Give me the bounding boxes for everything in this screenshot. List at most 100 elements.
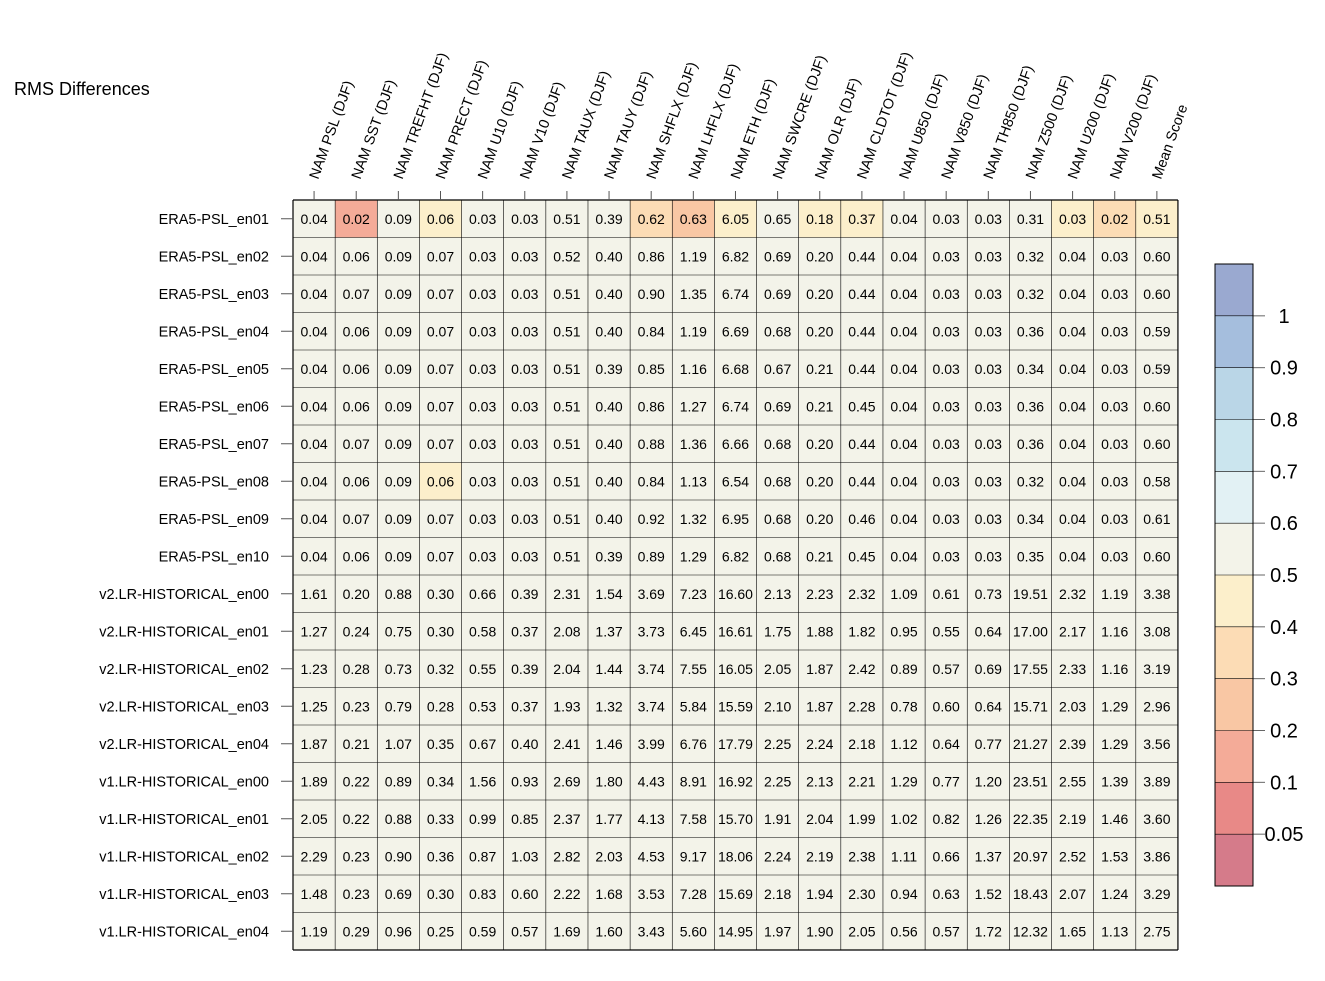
column-labels: NAM PSL (DJF)NAM SST (DJF)NAM TREFHT (DJ… — [307, 50, 1191, 200]
colorbar-segment — [1215, 678, 1253, 731]
heatmap-cell — [630, 200, 673, 238]
cell-value: 0.46 — [848, 511, 875, 527]
heatmap-cell — [1135, 462, 1178, 500]
cell-value: 0.66 — [469, 586, 496, 602]
heatmap-cell — [798, 762, 841, 800]
heatmap-cell — [714, 725, 757, 763]
cell-value: 0.03 — [975, 398, 1002, 414]
heatmap-cell — [967, 462, 1010, 500]
cell-value: 0.25 — [427, 923, 454, 939]
cell-value: 0.04 — [300, 548, 327, 564]
heatmap-cell — [335, 500, 378, 538]
cell-value: 3.43 — [638, 923, 665, 939]
colorbar-segment — [1215, 523, 1253, 575]
heatmap-cell — [798, 575, 841, 613]
heatmap-cell — [1051, 237, 1094, 275]
heatmap-cell — [925, 725, 968, 763]
cell-value: 3.73 — [638, 623, 665, 639]
heatmap-cell — [714, 875, 757, 913]
heatmap-cell — [672, 762, 715, 800]
cell-value: 2.13 — [806, 773, 833, 789]
cell-value: 2.52 — [1059, 848, 1086, 864]
cell-value: 1.93 — [553, 698, 580, 714]
column-label: NAM U10 (DJF) — [475, 79, 525, 181]
heatmap-cell — [882, 725, 926, 763]
cell-value: 0.57 — [933, 661, 960, 677]
heatmap-cell — [377, 350, 420, 388]
cell-value: 0.73 — [385, 661, 412, 677]
cell-value: 0.04 — [890, 361, 917, 377]
heatmap-cell — [587, 725, 631, 763]
cell-value: 0.09 — [385, 473, 412, 489]
heatmap-cell — [587, 387, 631, 425]
cell-value: 1.54 — [595, 586, 622, 602]
cell-value: 2.05 — [764, 661, 791, 677]
heatmap-cell — [714, 350, 757, 388]
heatmap-cell — [1051, 275, 1094, 313]
cell-value: 3.29 — [1143, 886, 1170, 902]
heatmap-cell — [1009, 537, 1052, 575]
heatmap-cell — [587, 462, 631, 500]
column-label: NAM OLR (DJF) — [812, 76, 863, 181]
heatmap-cell — [756, 500, 799, 538]
heatmap-cell — [756, 387, 799, 425]
colorbar-segment — [1215, 471, 1253, 524]
heatmap-cell — [587, 237, 631, 275]
cell-value: 7.58 — [680, 811, 707, 827]
heatmap-cell — [714, 837, 757, 875]
heatmap-cell — [377, 725, 420, 763]
cell-value: 6.76 — [680, 736, 707, 752]
heatmap-cell — [630, 612, 673, 650]
heatmap-cell — [714, 500, 757, 538]
heatmap-cell — [1009, 312, 1052, 350]
heatmap-cell — [377, 200, 420, 238]
heatmap-cell — [503, 387, 546, 425]
heatmap-cell — [1051, 350, 1094, 388]
cell-value: 0.84 — [638, 323, 665, 339]
cell-value: 7.55 — [680, 661, 707, 677]
heatmap-cell — [587, 837, 631, 875]
heatmap-cell — [1135, 537, 1178, 575]
heatmap-cell — [461, 237, 504, 275]
row-labels: ERA5-PSL_en01 ERA5-PSL_en02 ERA5-PSL_en03 E… — [99, 212, 293, 940]
cell-value: 12.32 — [1013, 923, 1048, 939]
row-label: v2.LR-HISTORICAL_en01 — [99, 624, 269, 640]
cell-value: 0.03 — [933, 548, 960, 564]
cell-value: 0.04 — [300, 248, 327, 264]
heatmap-cell — [925, 237, 968, 275]
heatmap-cell — [672, 237, 715, 275]
colorbar-tick-label: 0.8 — [1270, 410, 1298, 432]
cell-value: 0.39 — [595, 211, 622, 227]
cell-value: 0.69 — [764, 248, 791, 264]
heatmap-cell — [545, 837, 588, 875]
heatmap-cell — [798, 837, 841, 875]
cell-value: 0.37 — [848, 211, 875, 227]
cell-value: 0.03 — [1101, 361, 1128, 377]
cell-value: 1.56 — [469, 773, 496, 789]
cell-value: 0.09 — [385, 548, 412, 564]
cell-value: 2.55 — [1059, 773, 1086, 789]
heatmap-cell — [840, 425, 883, 463]
cell-value: 0.66 — [933, 848, 960, 864]
heatmap-cell — [1009, 837, 1052, 875]
heatmap-cell — [882, 575, 926, 613]
heatmap-cell — [714, 537, 757, 575]
cell-value: 0.44 — [848, 436, 875, 452]
heatmap-cell — [587, 425, 631, 463]
cell-value: 0.04 — [1059, 511, 1086, 527]
heatmap-cell — [967, 275, 1010, 313]
heatmap-cell — [798, 612, 841, 650]
cell-value: 2.82 — [553, 848, 580, 864]
cell-value: 2.18 — [764, 886, 791, 902]
heatmap-cell — [461, 462, 504, 500]
cell-value: 0.75 — [385, 623, 412, 639]
heatmap-cell — [1093, 762, 1136, 800]
cell-value: 20.97 — [1013, 848, 1048, 864]
cell-value: 0.34 — [1017, 511, 1044, 527]
heatmap-cell — [714, 612, 757, 650]
cell-value: 0.07 — [343, 286, 370, 302]
cell-value: 0.60 — [933, 698, 960, 714]
heatmap-cell — [672, 875, 715, 913]
heatmap-cell — [714, 650, 757, 688]
heatmap-cell — [377, 837, 420, 875]
